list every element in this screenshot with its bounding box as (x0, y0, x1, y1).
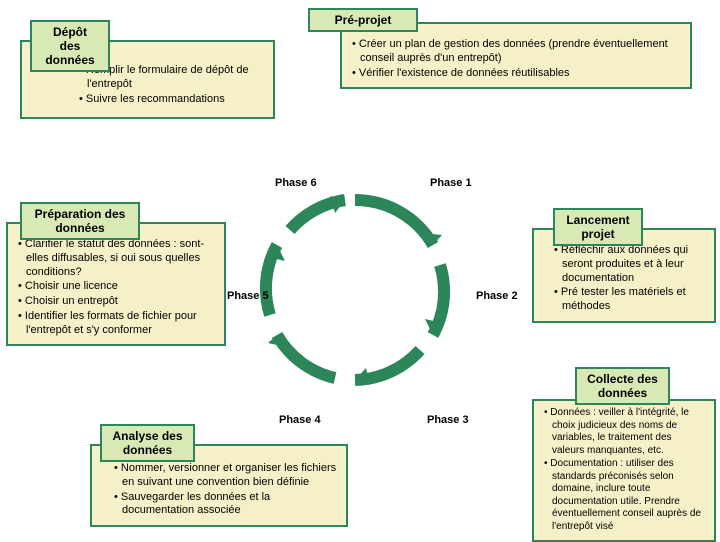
preparation-title: Préparation des données (20, 202, 140, 240)
preparation-item: Clarifier le statut des données : sont-e… (16, 238, 216, 279)
analyse-item: Sauvegarder les données et la documentat… (112, 491, 338, 519)
pre-projet-box: Créer un plan de gestion des données (pr… (340, 22, 692, 89)
phase-5-label: Phase 5 (227, 290, 269, 302)
preparation-item: Choisir une licence (16, 280, 216, 294)
phase-3-label: Phase 3 (427, 414, 469, 426)
cycle-diagram (250, 185, 460, 395)
arc-4 (277, 335, 335, 378)
collecte-title: Collecte des données (575, 367, 670, 405)
collecte-item: Documentation : utiliser des standards p… (542, 458, 706, 533)
phase-1-label: Phase 1 (430, 177, 472, 189)
pre-projet-item: Créer un plan de gestion des données (pr… (350, 38, 682, 66)
arc-1 (355, 200, 433, 245)
lancement-title: Lancement projet (553, 208, 643, 246)
phase-2-label: Phase 2 (476, 290, 518, 302)
phase-4-label: Phase 4 (279, 414, 321, 426)
preparation-box: Clarifier le statut des données : sont-e… (6, 222, 226, 346)
analyse-title: Analyse des données (100, 424, 195, 462)
depot-item: Suivre les recommandations (77, 93, 263, 107)
collecte-box: Données : veiller à l'intégrité, le choi… (532, 399, 716, 542)
lancement-item: Pré tester les matériels et méthodes (552, 286, 706, 314)
analyse-item: Nommer, versionner et organiser les fich… (112, 462, 338, 490)
preparation-item: Identifier les formats de fichier pour l… (16, 310, 216, 338)
lancement-item: Réfléchir aux données qui seront produit… (552, 244, 706, 285)
phase-6-label: Phase 6 (275, 177, 317, 189)
collecte-item: Données : veiller à l'intégrité, le choi… (542, 407, 706, 457)
pre-projet-title: Pré-projet (308, 8, 418, 32)
cycle-svg (250, 185, 460, 395)
pre-projet-item: Vérifier l'existence de données réutilis… (350, 67, 682, 81)
preparation-item: Choisir un entrepôt (16, 295, 216, 309)
depot-title: Dépôt des données (30, 20, 110, 72)
